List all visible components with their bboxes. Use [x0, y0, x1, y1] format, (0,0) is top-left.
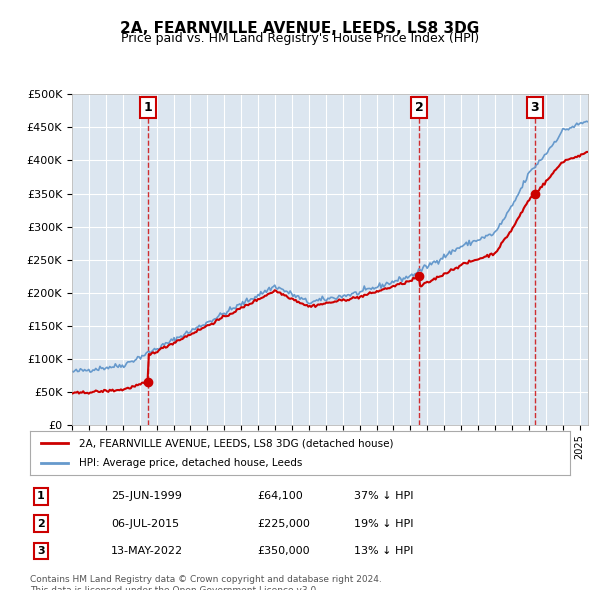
Text: 3: 3	[530, 101, 539, 114]
Text: £64,100: £64,100	[257, 491, 302, 502]
Text: Contains HM Land Registry data © Crown copyright and database right 2024.
This d: Contains HM Land Registry data © Crown c…	[30, 575, 382, 590]
Text: 19% ↓ HPI: 19% ↓ HPI	[354, 519, 413, 529]
Text: 06-JUL-2015: 06-JUL-2015	[111, 519, 179, 529]
Text: 2: 2	[415, 101, 424, 114]
Text: HPI: Average price, detached house, Leeds: HPI: Average price, detached house, Leed…	[79, 458, 302, 467]
Text: Price paid vs. HM Land Registry's House Price Index (HPI): Price paid vs. HM Land Registry's House …	[121, 32, 479, 45]
Text: 3: 3	[37, 546, 44, 556]
Text: 1: 1	[37, 491, 44, 502]
Text: 2A, FEARNVILLE AVENUE, LEEDS, LS8 3DG (detached house): 2A, FEARNVILLE AVENUE, LEEDS, LS8 3DG (d…	[79, 438, 393, 448]
Text: £350,000: £350,000	[257, 546, 310, 556]
Text: 1: 1	[143, 101, 152, 114]
Text: 2A, FEARNVILLE AVENUE, LEEDS, LS8 3DG: 2A, FEARNVILLE AVENUE, LEEDS, LS8 3DG	[121, 21, 479, 35]
Text: £225,000: £225,000	[257, 519, 310, 529]
Text: 13% ↓ HPI: 13% ↓ HPI	[354, 546, 413, 556]
Text: 13-MAY-2022: 13-MAY-2022	[111, 546, 183, 556]
Text: 25-JUN-1999: 25-JUN-1999	[111, 491, 182, 502]
Text: 2: 2	[37, 519, 44, 529]
Text: 37% ↓ HPI: 37% ↓ HPI	[354, 491, 413, 502]
